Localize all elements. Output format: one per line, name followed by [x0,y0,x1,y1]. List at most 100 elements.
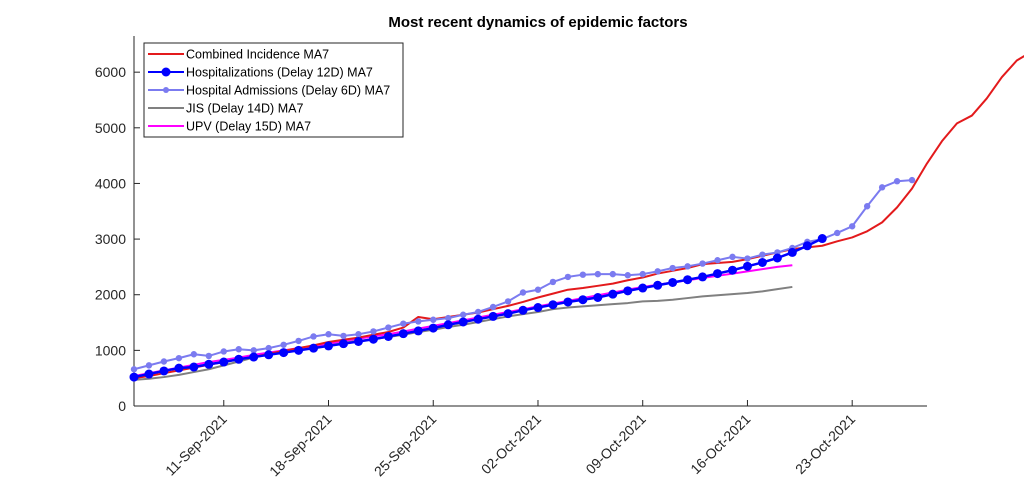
data-point [727,265,737,275]
data-point [802,241,812,251]
data-point [713,269,723,279]
series-layer [129,55,1024,382]
data-point [608,289,618,299]
series-line [133,285,793,381]
legend-label: UPV (Delay 15D) MA7 [186,120,311,134]
data-point [445,314,452,322]
data-point [235,346,242,353]
data-point [459,311,467,318]
data-point [579,271,587,278]
data-point [729,253,736,261]
data-point [220,348,227,355]
data-point [190,351,198,358]
data-point [534,286,542,293]
data-point [340,332,347,340]
data-point [205,352,213,360]
data-point [265,344,272,352]
data-point [204,359,214,369]
data-point [458,317,468,327]
data-point [338,339,348,349]
data-point [787,247,797,257]
data-point [564,273,572,281]
data-point [385,324,392,331]
legend-item: Hospitalizations (Delay 12D) MA7 [148,66,373,80]
data-point [594,270,602,278]
data-point [744,255,751,262]
data-point [504,298,512,305]
data-point [473,314,483,324]
data-point [145,362,153,369]
x-tick-label: 02-Oct-2021 [478,411,544,477]
series-1 [129,234,827,382]
data-point [443,320,453,330]
data-point [294,345,304,355]
data-point [639,270,646,278]
data-point [714,257,721,264]
data-point [533,303,543,313]
data-point [624,272,631,279]
data-point [683,275,693,285]
data-point [250,347,257,354]
data-point [668,277,678,287]
data-point [609,270,616,278]
data-point [563,297,573,307]
data-point [698,272,708,282]
legend-label: JIS (Delay 14D) MA7 [186,102,303,116]
data-point [430,316,437,323]
data-point [415,318,422,325]
data-point [279,348,289,358]
data-point [264,350,274,360]
data-point [130,366,138,373]
y-tick-label: 0 [118,398,126,414]
data-point [893,178,901,185]
data-point [518,305,528,315]
x-tick-label: 25-Sep-2021 [371,411,440,480]
data-point [519,289,527,296]
legend-label: Hospitalizations (Delay 12D) MA7 [186,66,373,80]
data-point [189,362,199,372]
data-point [280,341,287,348]
legend-item: Hospital Admissions (Delay 6D) MA7 [148,84,390,98]
x-tick-label: 09-Oct-2021 [582,411,648,477]
data-point [742,261,752,271]
data-point [234,354,244,364]
data-point [383,331,393,341]
y-tick-label: 4000 [95,175,126,191]
series-2 [130,176,916,373]
legend-item: Combined Incidence MA7 [148,48,329,62]
data-point [159,366,169,376]
data-point [428,323,438,333]
data-point [160,358,168,365]
data-point [295,337,302,345]
data-point [759,251,766,258]
legend-label: Hospital Admissions (Delay 6D) MA7 [186,84,390,98]
data-point [848,223,856,230]
data-point [817,234,827,244]
data-point [699,260,706,267]
data-point [623,286,633,296]
data-point [324,341,334,351]
data-point [355,331,362,338]
data-point [908,176,916,184]
data-point [249,352,259,362]
legend-marker [161,67,171,77]
data-point [578,295,588,305]
data-point [219,357,229,367]
data-point [174,363,184,373]
data-point [638,283,648,293]
legend-box [143,42,404,138]
data-point [489,303,497,311]
legend-marker [163,87,169,93]
data-point [548,300,558,310]
data-point [549,278,557,286]
data-point [669,264,676,272]
data-point [309,343,319,353]
chart-title: Most recent dynamics of epidemic factors [388,14,687,31]
series-line [133,179,913,371]
data-point [325,331,332,338]
data-point [175,354,183,362]
data-point [370,328,377,335]
y-tick-label: 1000 [95,342,126,358]
data-point [863,203,871,210]
